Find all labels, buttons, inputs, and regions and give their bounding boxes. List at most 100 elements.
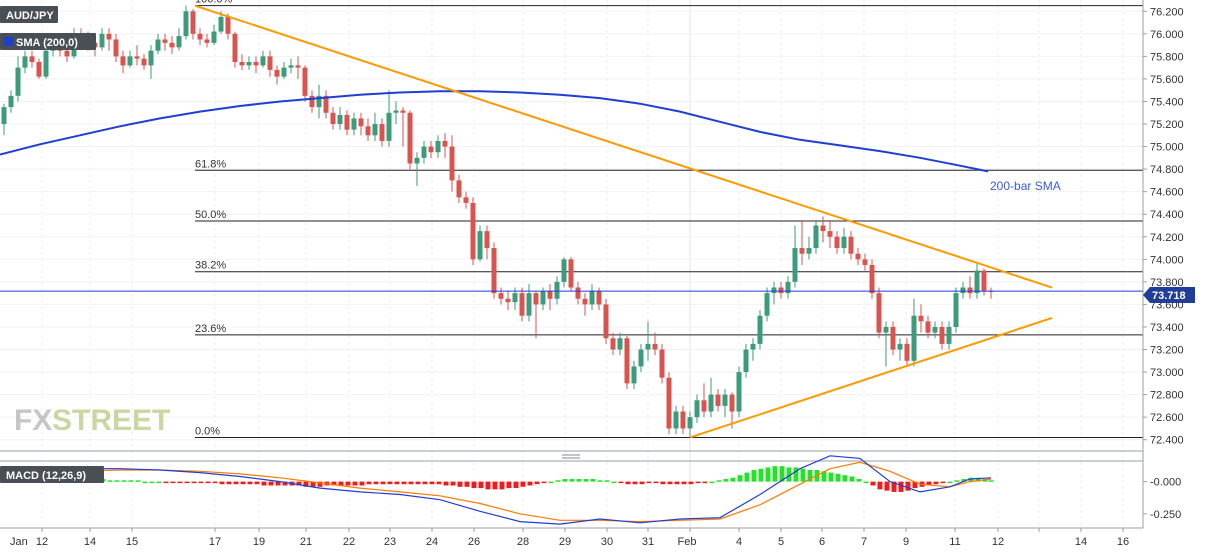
y-tick-label: 74.400 <box>1150 209 1184 221</box>
candle-bearish <box>519 293 525 316</box>
candle-bullish <box>414 157 420 164</box>
candle-bullish <box>176 36 182 48</box>
x-tick-label: 12 <box>992 536 1004 548</box>
macd-histogram-bar <box>317 481 323 487</box>
y-tick-label: 75.000 <box>1150 142 1184 154</box>
y-tick-label: 74.200 <box>1150 232 1184 244</box>
macd-histogram-bar <box>744 472 750 482</box>
candle-bearish <box>120 56 126 66</box>
macd-histogram-bar <box>478 481 484 489</box>
macd-histogram-bar <box>464 481 470 487</box>
candle-bullish <box>764 293 770 316</box>
fib-level-label: 50.0% <box>195 209 226 221</box>
candle-bullish <box>561 259 567 282</box>
candle-bearish <box>498 293 504 299</box>
candle-bearish <box>547 290 553 299</box>
y-tick-label: 76.000 <box>1150 29 1184 41</box>
candle-bullish <box>155 39 161 51</box>
candle-bullish <box>883 326 889 333</box>
macd-histogram-bar <box>863 481 869 484</box>
x-tick-label: Feb <box>678 536 697 548</box>
candle-bearish <box>64 50 70 57</box>
macd-histogram-bar <box>583 479 589 482</box>
candle-bullish <box>1 107 7 125</box>
macd-y-tick-label: -0.250 <box>1150 509 1181 521</box>
macd-histogram-bar <box>128 480 134 482</box>
candle-bearish <box>400 110 406 113</box>
macd-histogram-bar <box>695 481 701 484</box>
candle-bullish <box>351 118 357 130</box>
candle-bearish <box>575 287 581 299</box>
macd-histogram-bar <box>548 481 554 484</box>
y-tick-label: 74.800 <box>1150 164 1184 176</box>
candle-bearish <box>141 58 147 66</box>
x-tick-label: 15 <box>126 536 138 548</box>
candle-bearish <box>302 67 308 96</box>
candle-bearish <box>29 56 35 63</box>
macd-histogram-bar <box>639 481 645 485</box>
candle-bearish <box>365 126 371 136</box>
candle-bullish <box>127 56 133 66</box>
x-tick-label: 4 <box>736 536 742 548</box>
candle-bearish <box>253 62 259 66</box>
candle-bearish <box>890 326 896 350</box>
candle-bearish <box>491 248 497 294</box>
y-tick-label: 75.200 <box>1150 119 1184 131</box>
candle-bullish <box>645 343 651 350</box>
x-tick-label: 6 <box>819 536 825 548</box>
macd-histogram-bar <box>387 481 393 485</box>
macd-histogram-bar <box>114 480 120 482</box>
macd-histogram-bar <box>275 481 281 486</box>
macd-histogram-bar <box>534 481 540 485</box>
candle-bearish <box>799 248 805 254</box>
macd-indicator-label[interactable]: MACD (12,26,9) <box>0 466 104 483</box>
macd-histogram-bar <box>709 481 715 484</box>
candle-bearish <box>225 16 231 34</box>
x-tick-label: 11 <box>949 536 960 548</box>
sma-indicator-label[interactable]: SMA (200,0) <box>0 33 96 50</box>
candle-bullish <box>792 248 798 282</box>
candle-bearish <box>344 115 350 130</box>
macd-histogram-bar <box>408 481 414 485</box>
macd-histogram-bar <box>121 480 127 482</box>
candle-bullish <box>386 112 392 141</box>
macd-histogram-bar <box>702 481 708 484</box>
x-tick-label: 14 <box>84 536 96 548</box>
pane-resize-handle[interactable] <box>562 454 580 459</box>
macd-histogram-bar <box>198 481 204 484</box>
sma-indicator-text: SMA (200,0) <box>16 37 78 49</box>
candle-bearish <box>428 146 434 153</box>
macd-histogram-bar <box>373 481 379 485</box>
candle-bullish <box>435 140 441 153</box>
candle-bearish <box>113 39 119 57</box>
candle-bearish <box>778 287 784 294</box>
candle-bearish <box>379 124 385 141</box>
macd-histogram-bar <box>905 481 911 491</box>
macd-histogram-bar <box>233 481 239 485</box>
macd-histogram-bar <box>674 481 680 485</box>
candle-bearish <box>827 231 833 237</box>
y-tick-label: 72.600 <box>1150 412 1184 424</box>
candle-bullish <box>757 315 763 344</box>
macd-histogram-bar <box>730 477 736 482</box>
candle-bearish <box>197 33 203 40</box>
macd-histogram-bar <box>247 481 253 485</box>
macd-histogram-bar <box>751 470 757 482</box>
macd-histogram-bar <box>933 481 939 485</box>
candle-bearish <box>295 65 301 68</box>
macd-histogram-bar <box>618 481 624 484</box>
x-tick-label: 7 <box>861 536 867 548</box>
y-tick-label: 75.400 <box>1150 96 1184 108</box>
macd-histogram-bar <box>576 479 582 482</box>
candle-bearish <box>981 270 987 291</box>
candle-bullish <box>897 343 903 350</box>
candle-bearish <box>190 11 196 34</box>
macd-histogram-bar <box>541 481 547 484</box>
symbol-label[interactable]: AUD/JPY <box>0 6 58 23</box>
candle-bearish <box>701 400 707 412</box>
candle-bearish <box>463 197 469 203</box>
x-tick-label: 16 <box>1117 536 1129 548</box>
sma-color-swatch <box>4 37 13 46</box>
macd-signal-line <box>0 461 992 523</box>
candle-bullish <box>288 65 294 68</box>
